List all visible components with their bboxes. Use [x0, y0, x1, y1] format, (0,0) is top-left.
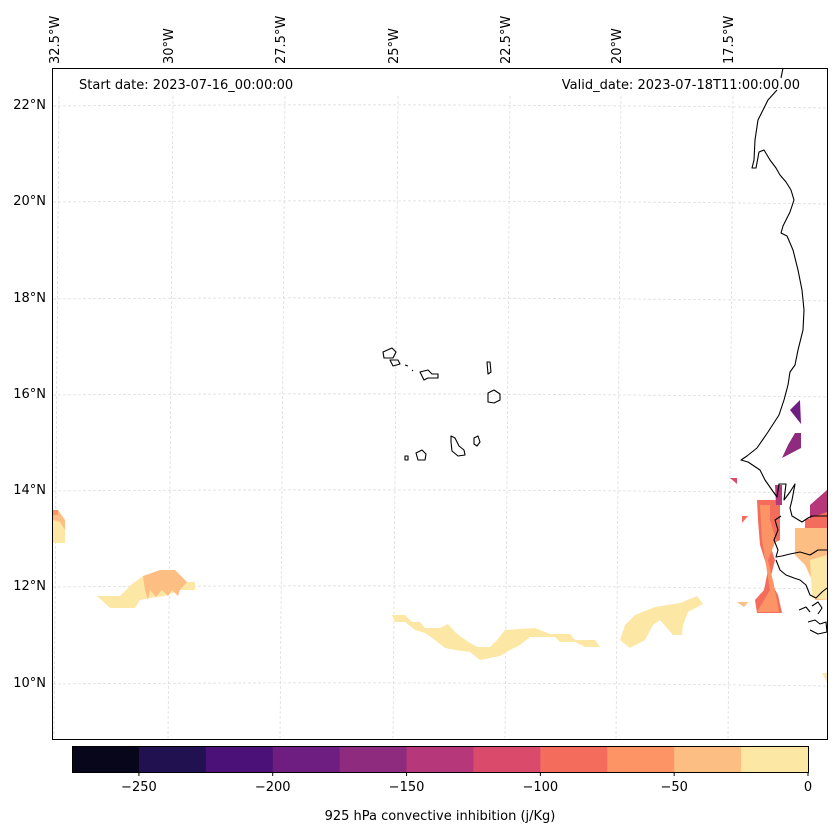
colorbar-label: 925 hPa convective inhibition (j/Kg) [324, 809, 556, 824]
colorbar-tick-label: −150 [388, 780, 425, 795]
lon-gridline [392, 95, 399, 739]
lon-gridline [615, 95, 622, 739]
lon-gridline [53, 95, 60, 739]
cin-region [53, 510, 58, 515]
lon-tick-label: 27.5°W [274, 15, 289, 64]
gridlines [52, 95, 828, 739]
lat-tick-label: 20°N [13, 194, 46, 209]
cin-region [730, 478, 737, 484]
coastline [487, 389, 501, 404]
coastline [382, 347, 397, 359]
colorbar-swatch [540, 746, 608, 772]
lat-gridline [52, 297, 828, 302]
coastline [486, 361, 492, 375]
colorbar-tick-label: −100 [522, 780, 559, 795]
coastlines [382, 67, 828, 635]
coastline [740, 67, 827, 523]
colorbar-swatch [473, 746, 541, 772]
lon-gridline [167, 95, 174, 739]
colorbar-swatch [72, 746, 140, 772]
lon-tick-label: 20°W [610, 28, 625, 64]
cin-region [782, 433, 801, 458]
colorbar-swatch [406, 746, 474, 772]
colorbar-swatch [272, 746, 341, 772]
lon-gridline [727, 95, 734, 739]
start-date-label: Start date: 2023-07-16_00:00:00 [79, 78, 294, 93]
colorbar-tick-label: −50 [660, 780, 688, 795]
colorbar-tick-label: −250 [121, 780, 157, 795]
valid-date-label: Valid_date: 2023-07-18T11:00:00.00 [561, 78, 800, 93]
lat-gridline [52, 200, 828, 205]
coastline [798, 601, 828, 635]
cin-region [53, 520, 65, 543]
coastline [450, 435, 466, 457]
colorbar-swatch [674, 746, 742, 772]
colorbar-swatch [339, 746, 408, 772]
colorbar-tick-label: 0 [803, 780, 813, 795]
colorbar-tick-label: −200 [254, 780, 291, 795]
lat-gridline [52, 104, 828, 109]
cin-region [822, 673, 827, 682]
coastline [773, 515, 827, 558]
coastline [775, 559, 828, 599]
lat-tick-label: 14°N [13, 483, 46, 498]
lon-tick-label: 22.5°W [499, 15, 514, 64]
cin-region [737, 602, 748, 607]
cin-region [810, 490, 827, 520]
lon-tick-label: 30°W [162, 28, 177, 64]
lon-tick-label: 25°W [387, 28, 402, 64]
lat-gridline [52, 489, 828, 494]
colorbar-swatch [607, 746, 675, 772]
lat-tick-label: 16°N [13, 387, 46, 402]
cin-region [775, 485, 782, 505]
colorbar-swatch [205, 746, 274, 772]
lat-tick-label: 12°N [13, 579, 46, 594]
colorbar-swatch [741, 746, 809, 772]
lat-tick-label: 18°N [13, 291, 46, 306]
cin-field [53, 400, 827, 682]
cin-region [143, 570, 187, 600]
map-frame [52, 68, 828, 740]
lat-gridline [52, 682, 828, 687]
lat-tick-label: 10°N [13, 676, 46, 691]
coastline [389, 359, 401, 367]
lat-tick-label: 22°N [13, 98, 46, 113]
cin-region [620, 596, 703, 648]
cin-region [742, 516, 748, 523]
colorbar-outline [72, 746, 809, 773]
cin-region [392, 615, 600, 660]
coastline [473, 435, 481, 447]
cin-region [790, 400, 801, 424]
lon-tick-label: 32.5°W [48, 15, 63, 64]
lon-tick-label: 17.5°W [722, 15, 737, 64]
cin-region [810, 555, 827, 600]
coastline [404, 455, 409, 461]
coastline [415, 449, 427, 461]
lat-gridline [52, 393, 828, 398]
cin-region [757, 505, 779, 612]
lon-gridline [279, 95, 286, 739]
colorbar-swatch [138, 746, 207, 772]
colorbar [72, 746, 809, 776]
coastline [419, 369, 439, 381]
coastline [404, 364, 414, 372]
